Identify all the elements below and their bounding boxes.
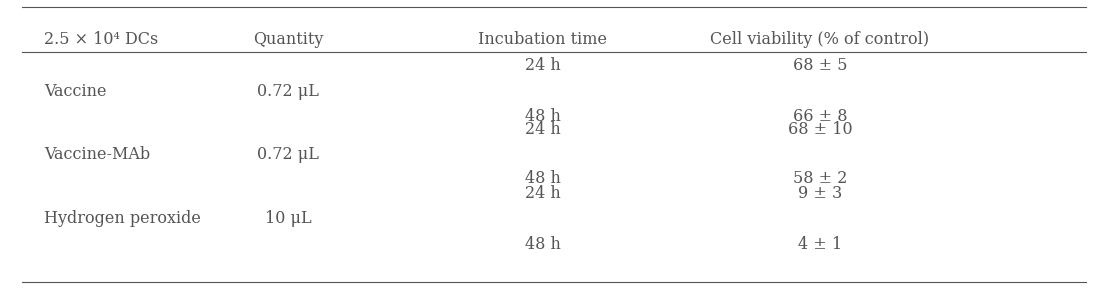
Text: 66 ± 8: 66 ± 8 <box>792 108 848 125</box>
Text: 9 ± 3: 9 ± 3 <box>798 185 842 202</box>
Text: 58 ± 2: 58 ± 2 <box>792 171 848 187</box>
Text: Vaccine: Vaccine <box>44 83 106 100</box>
Text: 48 h: 48 h <box>525 108 561 125</box>
Text: 24 h: 24 h <box>525 185 561 202</box>
Text: Cell viability (% of control): Cell viability (% of control) <box>710 31 930 48</box>
Text: 48 h: 48 h <box>525 171 561 187</box>
Text: 24 h: 24 h <box>525 121 561 138</box>
Text: Incubation time: Incubation time <box>479 31 607 48</box>
Text: 4 ± 1: 4 ± 1 <box>798 236 842 253</box>
Text: 24 h: 24 h <box>525 57 561 74</box>
Text: 68 ± 10: 68 ± 10 <box>788 121 852 138</box>
Text: 0.72 μL: 0.72 μL <box>257 146 319 163</box>
Text: Vaccine-MAb: Vaccine-MAb <box>44 146 151 163</box>
Text: 2.5 × 10⁴ DCs: 2.5 × 10⁴ DCs <box>44 31 158 48</box>
Text: Quantity: Quantity <box>253 31 324 48</box>
Text: 48 h: 48 h <box>525 236 561 253</box>
Text: 10 μL: 10 μL <box>265 210 311 227</box>
Text: 0.72 μL: 0.72 μL <box>257 83 319 100</box>
Text: 68 ± 5: 68 ± 5 <box>792 57 848 74</box>
Text: Hydrogen peroxide: Hydrogen peroxide <box>44 210 202 227</box>
